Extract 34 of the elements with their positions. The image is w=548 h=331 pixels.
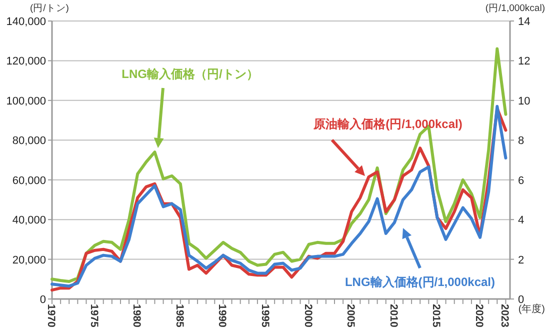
x-tick-label: 2020	[473, 304, 486, 328]
y2-tick-label: 10	[518, 95, 530, 108]
x-tick-label: 2005	[344, 304, 357, 328]
x-tick-label: 2015	[430, 304, 442, 328]
y2-tick-label: 12	[518, 56, 530, 68]
x-tick-label: 2010	[387, 304, 400, 328]
x-tick-label: 1980	[130, 304, 143, 328]
text: LNG輸入価格（円/トン）	[122, 67, 258, 81]
x-tick-label: 1990	[216, 304, 228, 328]
x-tick-label: 1975	[88, 304, 100, 328]
y-tick-label: 80,000	[12, 135, 46, 148]
y-tick-label: 60,000	[12, 174, 46, 187]
y2-tick-label: 6	[518, 174, 524, 187]
x-axis-title: (年度)	[518, 303, 545, 315]
y-tick-label: 40,000	[12, 214, 46, 227]
y-tick-label: 100,000	[6, 95, 46, 108]
y2-tick-label: 2	[518, 254, 524, 266]
text: 原油輸入価格(円/1,000kcal)	[312, 117, 462, 131]
y2-tick-label: 14	[518, 16, 530, 28]
y-tick-label: 140,000	[6, 16, 46, 28]
y-tick-label: 20,000	[12, 254, 46, 266]
x-tick-label: 2000	[302, 304, 314, 328]
x-tick-label: 2023	[498, 304, 511, 328]
x-tick-label: 1970	[45, 304, 57, 328]
y-tick-label: 120,000	[6, 56, 46, 68]
y2-tick-label: 8	[518, 135, 524, 148]
x-tick-label: 1995	[259, 304, 272, 328]
y2-tick-label: 4	[518, 214, 524, 227]
x-tick-label: 1985	[173, 304, 186, 328]
y-tick-label: 0	[40, 294, 46, 306]
y2-tick-label: 0	[518, 294, 524, 306]
series-label: LNG輸入価格(円/1,000kcal)	[344, 275, 496, 289]
y2-axis-title: (円/1,000kcal)	[485, 3, 545, 14]
y-axis-title: (円/トン)	[30, 3, 69, 14]
